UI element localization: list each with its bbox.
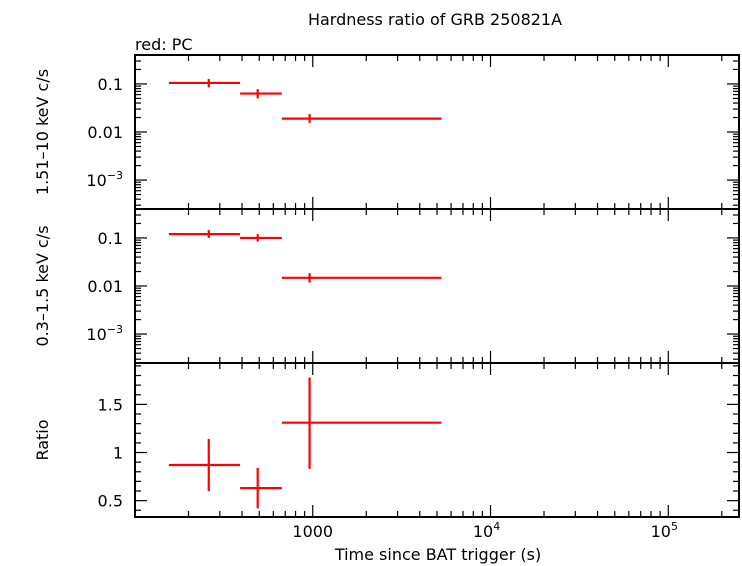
data-point	[281, 377, 442, 469]
panel-soft: 0.1 0.01 10−3 0.3–1.5 keV c/s	[33, 208, 740, 364]
data-point	[281, 114, 442, 123]
data-point	[168, 439, 241, 492]
x-tick-label: 1000	[292, 522, 333, 541]
y-tick-label-exponent: −3	[107, 323, 123, 336]
y-tick-label: 0.1	[98, 75, 123, 94]
panel-hard: 0.1 0.01 10−3 1.51–10 keV c/s	[33, 54, 740, 210]
data-point	[168, 78, 241, 88]
panel-ratio: 0.5 1 1.5 Ratio	[33, 362, 740, 518]
y-axis-label: Ratio	[33, 419, 52, 460]
data-point	[281, 273, 442, 283]
x-tick-label-exponent: 5	[671, 520, 678, 533]
x-axis-label: Time since BAT trigger (s)	[334, 545, 541, 564]
x-tick-label-base: 10	[473, 522, 493, 541]
data-point	[240, 89, 282, 99]
y-tick-label: 0.01	[87, 123, 123, 142]
chart-title: Hardness ratio of GRB 250821A	[308, 10, 562, 29]
y-tick-label: 10−3	[86, 323, 123, 344]
panel-frame	[134, 208, 740, 364]
y-tick-label: 10−3	[86, 169, 123, 190]
y-tick-label: 0.1	[98, 229, 123, 248]
y-tick-label-exponent: −3	[107, 169, 123, 182]
x-tick-label-exponent: 4	[493, 520, 500, 533]
y-tick-label: 0.01	[87, 277, 123, 296]
y-tick-label-base: 10	[86, 325, 106, 344]
x-tick-label: 104	[473, 520, 500, 541]
data-point	[240, 467, 282, 509]
y-tick-label-base: 10	[86, 171, 106, 190]
y-tick-label: 1	[113, 444, 123, 463]
y-tick-label: 0.5	[98, 492, 123, 511]
y-tick-label: 1.5	[98, 395, 123, 414]
x-tick-label-base: 10	[651, 522, 671, 541]
x-tick-label: 105	[651, 520, 678, 541]
y-axis-label: 0.3–1.5 keV c/s	[33, 225, 52, 346]
y-axis-label: 1.51–10 keV c/s	[33, 69, 52, 195]
panel-frame	[134, 54, 740, 210]
data-point	[168, 230, 241, 238]
chart-subtitle: red: PC	[135, 35, 193, 54]
data-point	[240, 234, 282, 242]
panel-frame	[134, 362, 740, 518]
